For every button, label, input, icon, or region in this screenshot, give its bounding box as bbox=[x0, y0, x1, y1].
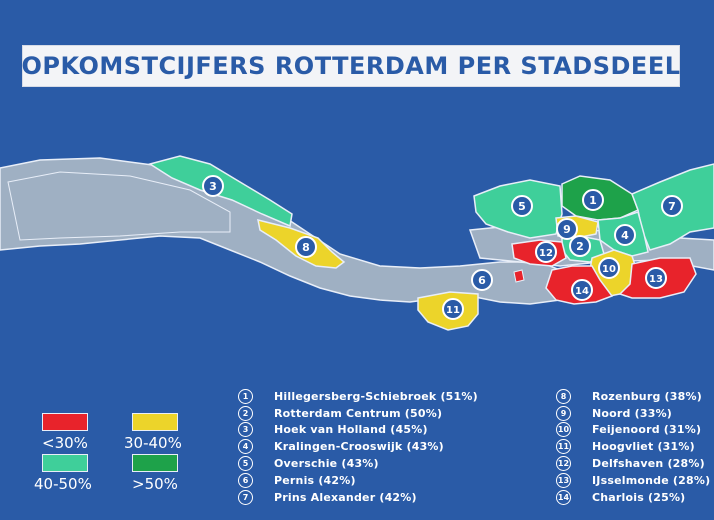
map-marker-2: 2 bbox=[569, 235, 591, 257]
svg-text:7: 7 bbox=[668, 200, 676, 213]
map-marker-4: 4 bbox=[614, 224, 636, 246]
district-row-9: 9 Noord (33%) bbox=[556, 405, 672, 421]
district-number-icon: 14 bbox=[556, 489, 571, 505]
district-row-12: 12 Delfshaven (28%) bbox=[556, 455, 705, 471]
district-number-icon: 6 bbox=[238, 472, 253, 488]
district-number-icon: 8 bbox=[556, 388, 571, 404]
svg-text:5: 5 bbox=[518, 200, 526, 213]
legend-swatch-40-50 bbox=[42, 454, 88, 472]
legend-label-40-50: 40-50% bbox=[34, 475, 92, 493]
map-marker-11: 11 bbox=[442, 298, 464, 320]
district-row-2: 2 Rotterdam Centrum (50%) bbox=[238, 405, 442, 421]
map-marker-13: 13 bbox=[645, 267, 667, 289]
legend-label-30-40: 30-40% bbox=[124, 434, 182, 452]
district-number-icon: 4 bbox=[238, 438, 253, 454]
map-marker-7: 7 bbox=[661, 195, 683, 217]
svg-text:11: 11 bbox=[446, 305, 460, 316]
map-marker-6: 6 bbox=[471, 269, 493, 291]
map-marker-5: 5 bbox=[511, 195, 533, 217]
map-marker-12: 12 bbox=[535, 241, 557, 263]
map-marker-10: 10 bbox=[598, 257, 620, 279]
map-marker-3: 3 bbox=[202, 175, 224, 197]
district-row-3: 3 Hoek van Holland (45%) bbox=[238, 421, 428, 437]
legend-label-lt30: <30% bbox=[42, 434, 88, 452]
legend-swatch-lt30 bbox=[42, 413, 88, 431]
map-marker-14: 14 bbox=[571, 279, 593, 301]
district-row-6: 6 Pernis (42%) bbox=[238, 472, 356, 488]
legend-label-gt50: >50% bbox=[132, 475, 178, 493]
district-number-icon: 5 bbox=[238, 455, 253, 471]
district-row-11: 11 Hoogvliet (31%) bbox=[556, 438, 695, 454]
district-row-14: 14 Charlois (25%) bbox=[556, 489, 686, 505]
district-number-icon: 12 bbox=[556, 455, 571, 471]
map-marker-9: 9 bbox=[556, 218, 578, 240]
district-number-icon: 2 bbox=[238, 405, 253, 421]
svg-text:8: 8 bbox=[302, 241, 310, 254]
svg-text:3: 3 bbox=[209, 180, 217, 193]
svg-text:14: 14 bbox=[575, 286, 589, 297]
district-row-7: 7 Prins Alexander (42%) bbox=[238, 489, 417, 505]
district-number-icon: 1 bbox=[238, 388, 253, 404]
svg-text:2: 2 bbox=[576, 240, 584, 253]
svg-text:4: 4 bbox=[621, 229, 629, 242]
legend-swatch-gt50 bbox=[132, 454, 178, 472]
title-box: OPKOMSTCIJFERS ROTTERDAM PER STADSDEEL bbox=[21, 45, 681, 87]
district-row-1: 1 Hillegersberg-Schiebroek (51%) bbox=[238, 388, 478, 404]
district-patch bbox=[513, 269, 525, 283]
svg-text:13: 13 bbox=[649, 274, 663, 285]
district-number-icon: 10 bbox=[556, 421, 571, 437]
district-row-4: 4 Kralingen-Crooswijk (43%) bbox=[238, 438, 444, 454]
district-number-icon: 3 bbox=[238, 421, 253, 437]
legend-swatch-30-40 bbox=[132, 413, 178, 431]
district-number-icon: 11 bbox=[556, 438, 571, 454]
map-marker-1: 1 bbox=[582, 189, 604, 211]
svg-text:6: 6 bbox=[478, 274, 486, 287]
svg-text:9: 9 bbox=[563, 223, 571, 236]
svg-text:10: 10 bbox=[602, 264, 616, 275]
map-title: OPKOMSTCIJFERS ROTTERDAM PER STADSDEEL bbox=[21, 52, 681, 80]
svg-text:12: 12 bbox=[539, 248, 553, 259]
district-number-icon: 13 bbox=[556, 472, 571, 488]
district-number-icon: 7 bbox=[238, 489, 253, 505]
svg-text:1: 1 bbox=[589, 194, 597, 207]
district-number-icon: 9 bbox=[556, 405, 571, 421]
district-row-10: 10 Feijenoord (31%) bbox=[556, 421, 702, 437]
district-row-8: 8 Rozenburg (38%) bbox=[556, 388, 702, 404]
map-marker-8: 8 bbox=[295, 236, 317, 258]
district-row-13: 13 IJsselmonde (28%) bbox=[556, 472, 711, 488]
district-row-5: 5 Overschie (43%) bbox=[238, 455, 379, 471]
maasvlakte-inner-outline bbox=[7, 171, 231, 241]
